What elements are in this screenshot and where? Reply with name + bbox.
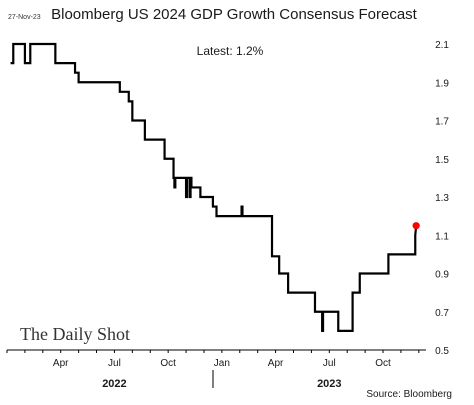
- source-label: Source: Bloomberg: [366, 389, 452, 400]
- chart-date: 27-Nov-23: [8, 14, 41, 21]
- y-tick-label: 1.1: [435, 231, 449, 242]
- latest-point-marker: [412, 222, 420, 230]
- x-tick-label: Oct: [375, 358, 391, 369]
- x-tick-label: Jan: [214, 358, 230, 369]
- y-tick-label: 1.9: [435, 78, 449, 89]
- y-tick-label: 0.9: [435, 270, 449, 281]
- chart-title: Bloomberg US 2024 GDP Growth Consensus F…: [51, 6, 418, 23]
- x-tick-label: Jul: [323, 358, 336, 369]
- forecast-line: [10, 42, 418, 332]
- y-tick-label: 0.7: [435, 308, 449, 319]
- y-tick-label: 2.1: [435, 40, 449, 51]
- y-tick-label: 1.3: [435, 193, 449, 204]
- x-tick-label: Apr: [268, 358, 284, 369]
- y-tick-label: 0.5: [435, 346, 449, 357]
- y-tick-label: 1.5: [435, 155, 449, 166]
- year-label: 2022: [102, 378, 126, 390]
- x-tick-label: Jul: [108, 358, 121, 369]
- y-tick-label: 1.7: [435, 117, 449, 128]
- year-labels: 2022 2023: [102, 378, 341, 390]
- x-tick-label: Apr: [53, 358, 69, 369]
- daily-shot-watermark: The Daily Shot: [20, 324, 130, 344]
- x-tick-label: Oct: [160, 358, 176, 369]
- x-ticks: Apr Jul Oct Jan Apr Jul Oct: [6, 350, 420, 369]
- plot-area: Apr Jul Oct Jan Apr Jul Oct 0.5 0.7 0.9 1.1 1.3 1.5…: [6, 40, 449, 390]
- latest-value-label: Latest: 1.2%: [197, 44, 264, 58]
- y-ticks: 0.5 0.7 0.9 1.1 1.3 1.5 1.7 1.9 2.1: [435, 40, 449, 357]
- year-label: 2023: [317, 378, 341, 390]
